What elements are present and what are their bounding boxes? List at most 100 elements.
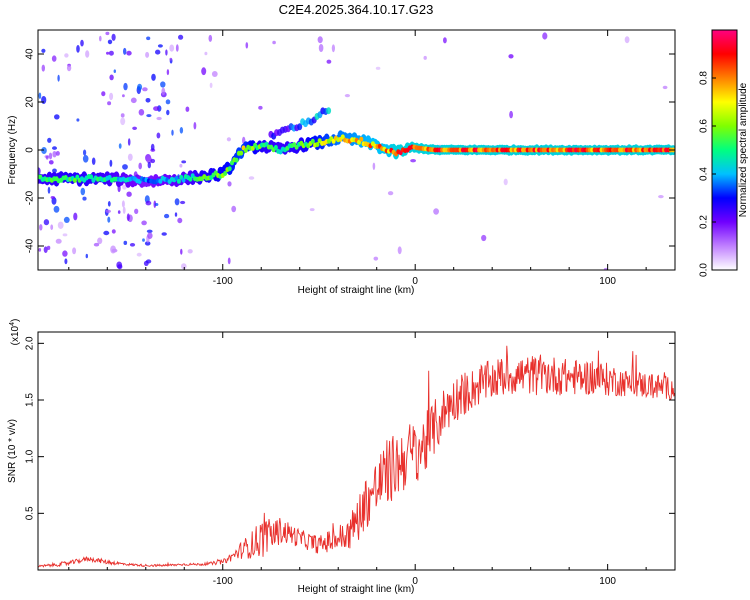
noise-blob (83, 149, 87, 156)
noise-blob (433, 208, 439, 215)
noise-blob (185, 106, 190, 112)
colorbar-frame (711, 29, 738, 271)
noise-blob (64, 258, 68, 265)
noise-blob (180, 200, 186, 205)
ridge-core (75, 174, 80, 180)
spectrogram-y-axis-label: Frequency (Hz) (7, 116, 18, 185)
noise-blob (111, 33, 116, 41)
noise-blob (123, 82, 128, 91)
noise-blob (109, 92, 114, 101)
noise-blob (107, 39, 113, 45)
noise-blob (187, 249, 193, 254)
noise-blob (181, 263, 187, 270)
noise-blob (117, 264, 123, 270)
noise-blob (180, 248, 183, 255)
noise-blob (204, 51, 208, 56)
noise-blob (137, 83, 143, 91)
colorbar-tick-label: 0.8 (699, 71, 710, 85)
snr-y-ticks: 0.5 1.0 1.5 2.0 (25, 336, 675, 520)
noise-blob (161, 87, 166, 96)
noise-blob (48, 160, 54, 165)
noise-blob (169, 57, 173, 61)
y-tick-label: 0.5 (25, 506, 36, 520)
noise-blob (106, 51, 110, 55)
noise-blob (141, 220, 147, 226)
colorbar-tick-label: 0.0 (699, 263, 710, 277)
noise-blob (54, 114, 60, 120)
noise-blob (193, 122, 197, 130)
noise-blob (120, 113, 125, 118)
snr-y-multiplier-exp: 4 (9, 322, 16, 326)
ridge-core (227, 166, 232, 172)
noise-blob (397, 246, 402, 255)
noise-blob (147, 232, 153, 239)
noise-blob (179, 127, 184, 134)
noise-blob (150, 143, 155, 151)
noise-blob (73, 212, 78, 221)
noise-blob (309, 208, 315, 212)
noise-blob (122, 184, 127, 190)
noise-blob (147, 161, 151, 169)
noise-blob (177, 217, 183, 224)
noise-blob (154, 203, 159, 206)
noise-blob (46, 245, 51, 250)
x-tick-label: -100 (213, 276, 233, 287)
noise-blob (45, 155, 49, 160)
noise-blob (181, 160, 187, 164)
noise-blob (145, 200, 152, 206)
noise-blob (72, 247, 77, 255)
noise-blob (344, 94, 350, 98)
noise-blob (91, 157, 96, 165)
ridge-core (359, 136, 364, 142)
noise-blob (126, 191, 132, 197)
noise-blob (150, 158, 156, 164)
noise-blob (145, 98, 151, 103)
noise-blob (143, 260, 149, 266)
y-tick-label: 1.5 (25, 393, 36, 407)
ridge-core (72, 177, 77, 183)
noise-blob (481, 234, 487, 242)
noise-blob (658, 195, 664, 199)
noise-blob (121, 200, 125, 208)
noise-blob (127, 153, 133, 161)
noise-blob (107, 201, 111, 207)
noise-blob (624, 36, 630, 44)
noise-blob (151, 73, 156, 81)
colorbar-label: Normalized spectral amplitude (738, 82, 749, 217)
noise-blob (145, 51, 150, 58)
noise-blob (38, 248, 42, 252)
noise-blob (138, 162, 142, 170)
ridge-core (176, 178, 181, 184)
noise-blob (208, 34, 213, 42)
y-tick-label: 40 (25, 48, 36, 60)
y-tick-label: 20 (25, 96, 36, 108)
noise-blob (41, 96, 47, 104)
noise-blob (258, 105, 263, 110)
noise-blob (146, 114, 152, 118)
noise-blob (443, 37, 447, 44)
noise-blob (57, 221, 64, 229)
noise-blob (62, 233, 68, 237)
y-tick-label: 2.0 (25, 336, 36, 350)
spectrogram-x-axis-label: Height of straight line (km) (298, 285, 415, 296)
noise-blob (201, 67, 207, 76)
noise-blob (41, 48, 46, 53)
noise-blob (43, 219, 50, 226)
noise-blob (85, 50, 90, 58)
noise-blob (103, 230, 110, 236)
noise-blob (326, 59, 332, 64)
snr-y-multiplier-close: ) (10, 319, 21, 322)
noise-blob (132, 126, 138, 130)
noise-blob (111, 229, 116, 234)
noise-blob (175, 44, 179, 52)
noise-blob (43, 246, 48, 253)
noise-blob (146, 229, 153, 233)
noise-blob (107, 101, 112, 106)
y-tick-label: -40 (25, 238, 36, 253)
chart-title: C2E4.2025.364.10.17.G23 (279, 2, 434, 17)
noise-blob (122, 94, 125, 98)
noise-blob (52, 146, 57, 150)
noise-blob (171, 129, 174, 136)
noise-blob (331, 44, 335, 53)
noise-blob (136, 252, 142, 257)
